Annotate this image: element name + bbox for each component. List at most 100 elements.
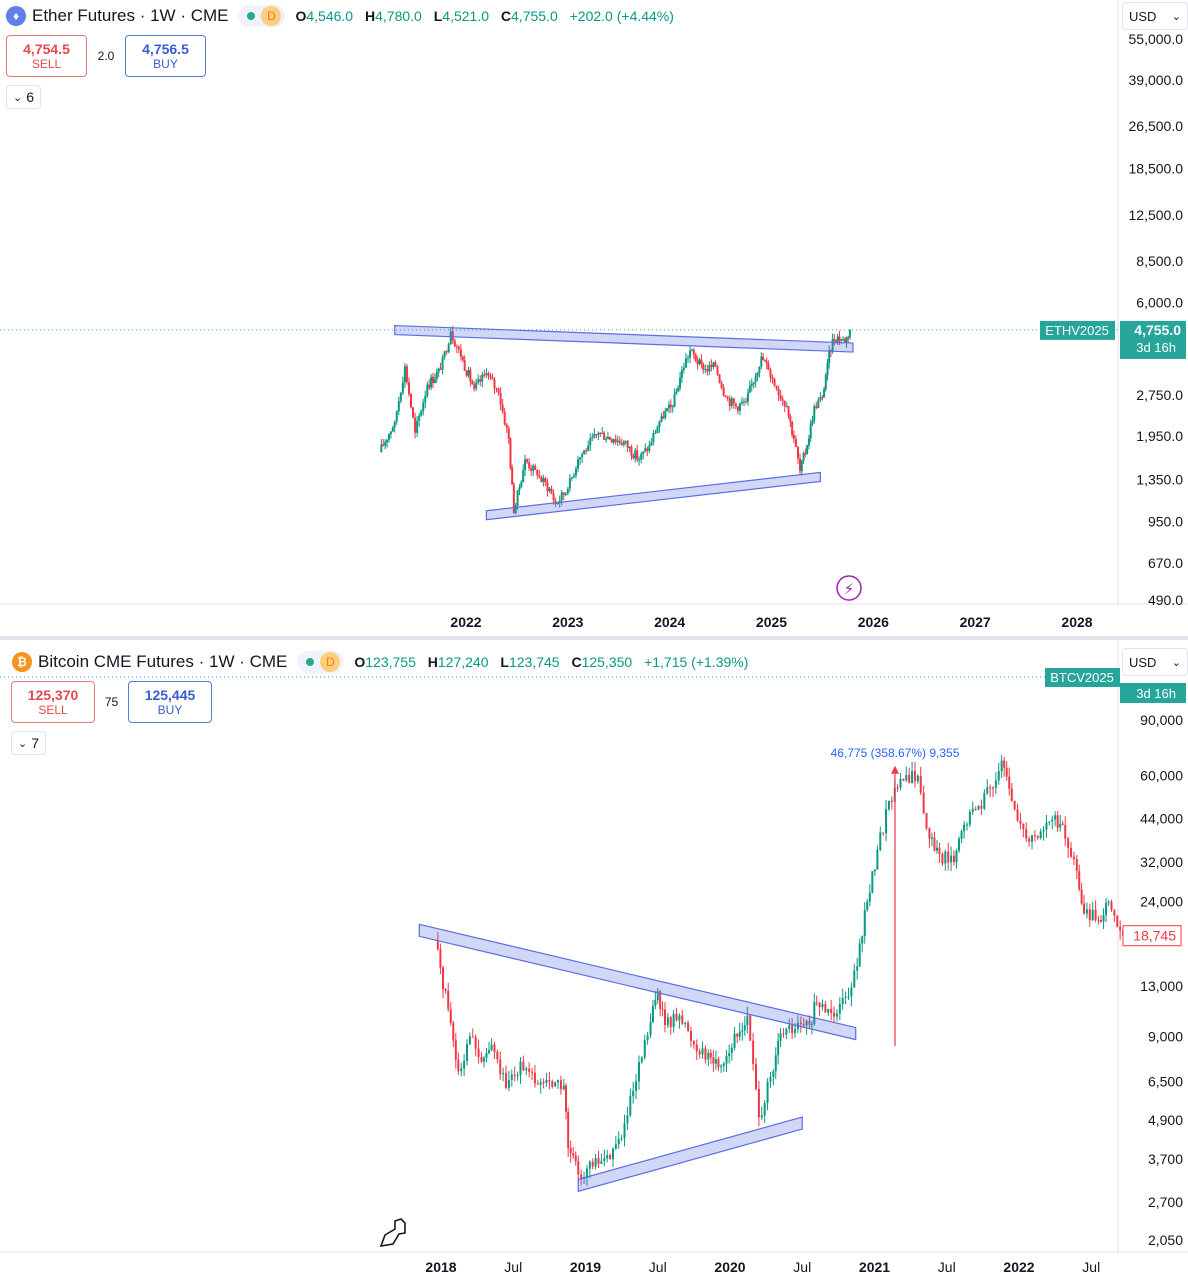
- candle-down: [789, 415, 792, 422]
- buy-button[interactable]: 4,756.5 BUY: [125, 35, 206, 77]
- candle-up: [654, 1000, 657, 1006]
- candle-down: [505, 1072, 508, 1088]
- candle-down: [669, 1017, 672, 1027]
- candle-down: [414, 417, 417, 433]
- candle-up: [626, 1115, 629, 1124]
- candle-down: [1008, 776, 1011, 789]
- channel-upper-band: [394, 324, 854, 353]
- ether-symbol-title[interactable]: Ether Futures · 1W · CME: [32, 6, 229, 25]
- candle-up: [545, 1079, 548, 1083]
- chevron-down-icon: ⌄: [1171, 10, 1181, 23]
- candle-up: [579, 457, 582, 460]
- candle-down: [706, 369, 709, 372]
- candle-down: [546, 482, 549, 492]
- candle-up: [667, 404, 670, 409]
- indicators-toggle[interactable]: ⌄ 7: [11, 731, 47, 755]
- sell-button[interactable]: 125,370 SELL: [11, 681, 95, 723]
- candle-down: [925, 813, 928, 829]
- market-status-pill[interactable]: D: [297, 651, 345, 673]
- low-key: L: [433, 8, 443, 24]
- candle-up: [638, 459, 641, 461]
- candle-down: [503, 411, 506, 425]
- candle-up: [629, 1096, 632, 1116]
- high-key: H: [427, 654, 438, 670]
- candle-down: [689, 1030, 692, 1041]
- candle-up: [628, 447, 631, 449]
- candle-up: [725, 1056, 728, 1064]
- bitcoin-symbol-title[interactable]: Bitcoin CME Futures · 1W · CME: [38, 652, 288, 671]
- candle-down: [538, 475, 541, 478]
- candle-down: [536, 1083, 539, 1085]
- candle-up: [651, 1005, 654, 1023]
- candle-down: [847, 337, 850, 339]
- candle-down: [454, 1040, 457, 1060]
- candle-down: [749, 1015, 752, 1041]
- candle-down: [938, 847, 941, 854]
- candle-up: [677, 387, 680, 392]
- candle-up: [748, 385, 751, 393]
- high-key: H: [364, 8, 376, 24]
- bitcoin-chart-pane[interactable]: 90,000 60,000 44,000 32,000 24,000 13,000 9,00…: [0, 640, 1188, 1280]
- candle-down: [773, 379, 776, 387]
- candle-up: [447, 344, 450, 353]
- buy-button[interactable]: 125,445 BUY: [128, 681, 212, 723]
- candle-down: [572, 1153, 575, 1156]
- x-tick-label: Jul: [649, 1259, 667, 1275]
- candle-down: [608, 436, 611, 440]
- candle-up: [387, 434, 390, 440]
- candle-up: [760, 1115, 763, 1118]
- candle-down: [769, 369, 772, 378]
- candle-up: [879, 832, 882, 850]
- candle-down: [531, 1071, 534, 1073]
- candle-up: [435, 372, 438, 380]
- candle-down: [1097, 919, 1100, 921]
- candle-up: [844, 997, 847, 999]
- candle-up: [518, 487, 521, 491]
- candle-down: [533, 1072, 536, 1084]
- candle-up: [841, 997, 844, 1005]
- pane-divider[interactable]: [0, 636, 1188, 640]
- sell-button[interactable]: 4,754.5 SELL: [6, 35, 87, 77]
- market-status-pill[interactable]: D: [238, 5, 286, 27]
- x-tick-label: 2019: [570, 1259, 601, 1275]
- candle-up: [838, 1004, 841, 1014]
- candle-up: [606, 436, 609, 440]
- bitcoin-chart-svg[interactable]: 90,000 60,000 44,000 32,000 24,000 13,000 9,00…: [0, 640, 1188, 1280]
- ether-chart-svg[interactable]: 55,000.0 39,000.0 26,500.0 18,500.0 12,500.0…: [0, 0, 1188, 636]
- candle-up: [516, 490, 519, 506]
- candle-down: [646, 448, 649, 451]
- candle-up: [1102, 915, 1105, 922]
- price-tag-bg: [1120, 320, 1186, 359]
- candle-up: [1000, 760, 1003, 771]
- ether-chart-pane[interactable]: 55,000.0 39,000.0 26,500.0 18,500.0 12,500.0…: [0, 0, 1188, 636]
- indicators-toggle[interactable]: ⌄ 6: [6, 85, 42, 109]
- x-tick-label: 2028: [1061, 614, 1092, 630]
- candle-up: [430, 377, 433, 388]
- candle-up: [642, 451, 645, 455]
- candle-down: [431, 377, 434, 383]
- candle-down: [799, 458, 802, 472]
- currency-select[interactable]: USD ⌄: [1122, 648, 1188, 676]
- candle-down: [710, 365, 713, 368]
- y-tick-label: 1,950.0: [1136, 428, 1183, 444]
- currency-label: USD: [1129, 8, 1157, 24]
- candle-down: [815, 406, 818, 409]
- candle-up: [391, 427, 394, 432]
- candle-down: [1113, 909, 1116, 916]
- candle-down: [1088, 909, 1091, 921]
- candle-down: [487, 373, 490, 376]
- candle-up: [466, 1044, 469, 1061]
- candle-down: [428, 384, 431, 388]
- candle-down: [465, 370, 468, 376]
- candle-up: [905, 775, 908, 781]
- candle-up: [632, 1090, 635, 1097]
- candle-up: [690, 349, 693, 351]
- candle-up: [624, 440, 627, 443]
- currency-select[interactable]: USD ⌄: [1122, 2, 1188, 30]
- candle-down: [752, 1040, 755, 1064]
- candle-up: [983, 793, 986, 809]
- candle-up: [756, 372, 759, 377]
- candle-up: [788, 1025, 791, 1029]
- candle-down: [528, 462, 531, 469]
- spread-value: 2.0: [97, 49, 115, 63]
